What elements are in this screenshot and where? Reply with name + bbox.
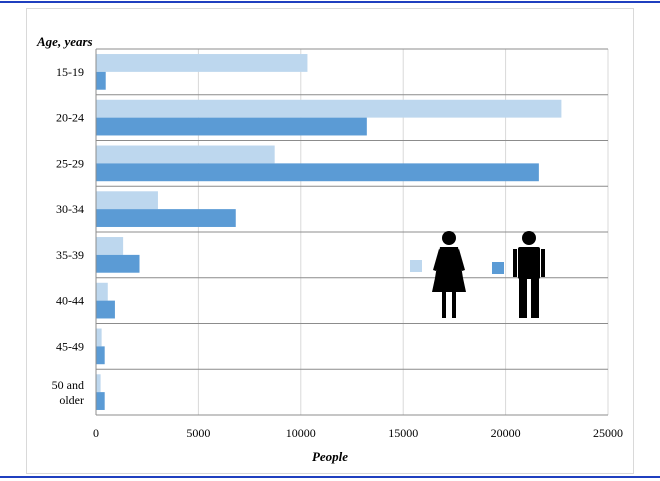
bar-male-2 <box>96 163 539 182</box>
bar-female-5 <box>96 282 108 301</box>
bar-female-0 <box>96 54 308 72</box>
bars <box>96 54 562 410</box>
y-tick-label: 20-24 <box>56 111 84 125</box>
bar-male-4 <box>96 254 140 273</box>
y-tick-label: 15-19 <box>56 65 84 79</box>
top-rule <box>0 1 660 3</box>
bar-male-1 <box>96 117 367 136</box>
y-axis-title: Age, years <box>36 34 93 49</box>
bottom-rule <box>0 476 660 478</box>
x-tick-label: 20000 <box>491 426 521 440</box>
bar-male-0 <box>96 71 106 90</box>
bar-female-6 <box>96 328 102 347</box>
legend-swatch-male <box>492 262 504 274</box>
bar-female-7 <box>96 374 101 393</box>
y-tick-label: 40-44 <box>56 294 84 308</box>
x-tick-label: 25000 <box>593 426 623 440</box>
y-tick-label: 35-39 <box>56 248 84 262</box>
x-axis-title: People <box>312 449 348 464</box>
bar-female-2 <box>96 145 275 164</box>
y-tick-label: 50 and older <box>52 378 84 407</box>
y-tick-label: 30-34 <box>56 202 84 216</box>
bar-female-3 <box>96 191 158 210</box>
y-tick-label: 45-49 <box>56 339 84 353</box>
legend-swatch-female <box>410 260 422 272</box>
female-figure-icon <box>432 231 466 318</box>
x-tick-label: 15000 <box>388 426 418 440</box>
x-tick-labels: 0 5000 10000 15000 20000 25000 <box>93 426 623 440</box>
bar-male-5 <box>96 300 115 319</box>
chart-frame <box>26 8 634 474</box>
x-tick-label: 5000 <box>186 426 210 440</box>
x-tick-label: 0 <box>93 426 99 440</box>
bar-female-4 <box>96 237 124 255</box>
y-tick-labels: 15-19 20-24 25-29 30-34 35-39 40-44 45-49 50 an… <box>52 65 84 407</box>
y-tick-label: 25-29 <box>56 156 84 170</box>
bar-male-7 <box>96 392 105 410</box>
legend <box>410 231 545 318</box>
bar-male-6 <box>96 346 105 365</box>
bar-female-1 <box>96 99 562 118</box>
bar-male-3 <box>96 209 236 227</box>
male-figure-icon <box>513 231 545 318</box>
x-tick-label: 10000 <box>286 426 316 440</box>
